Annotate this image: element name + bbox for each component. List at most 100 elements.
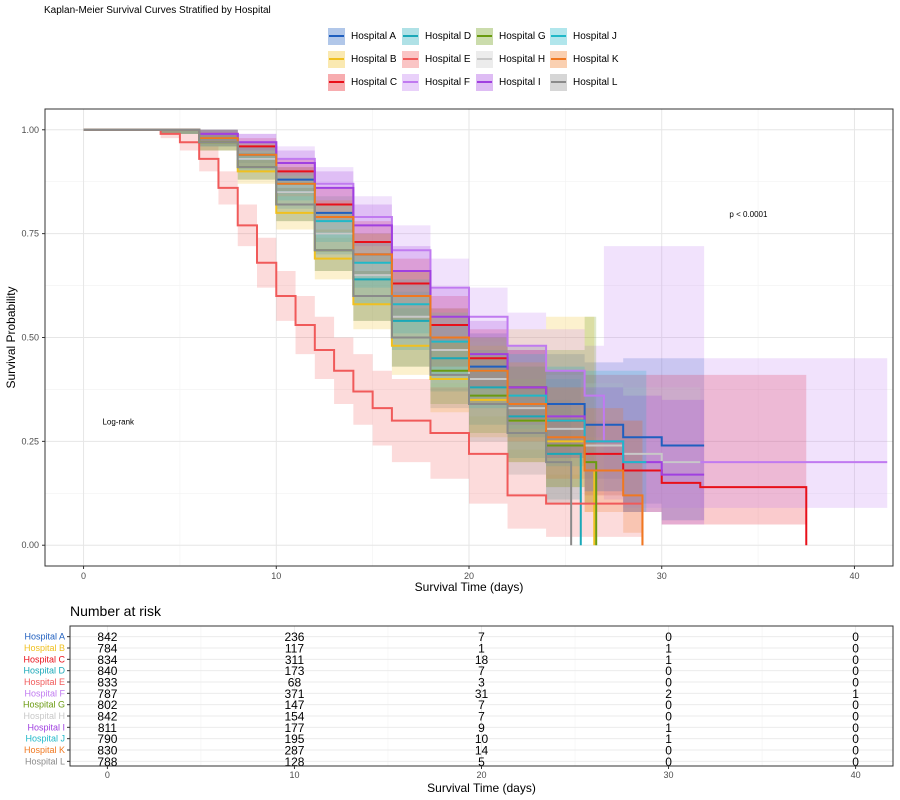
legend-item-hospital-d: Hospital D — [402, 26, 471, 46]
y-tick-label: 0.00 — [21, 540, 39, 550]
risk-value: 0 — [852, 653, 859, 667]
risk-value: 1 — [665, 642, 672, 656]
legend-key — [476, 50, 493, 68]
x-tick-label: 30 — [657, 571, 667, 581]
risk-value: 0 — [852, 664, 859, 678]
chart-title: Kaplan-Meier Survival Curves Stratified … — [44, 5, 271, 16]
legend-label: Hospital H — [499, 53, 546, 65]
legend-item-hospital-g: Hospital G — [476, 26, 546, 46]
legend-item-hospital-f: Hospital F — [402, 72, 470, 92]
risk-x-axis-title: Survival Time (days) — [427, 781, 536, 795]
risk-x-tick-label: 30 — [664, 770, 674, 780]
risk-value: 311 — [285, 653, 304, 667]
risk-value: 0 — [665, 676, 672, 690]
risk-x-tick-label: 20 — [476, 770, 486, 780]
curve-hospital-l — [83, 128, 573, 546]
risk-value: 0 — [852, 721, 859, 735]
risk-value: 173 — [284, 664, 304, 678]
risk-value: 9 — [478, 721, 485, 735]
risk-value: 287 — [284, 744, 304, 758]
legend-key — [328, 27, 345, 45]
risk-value: 5 — [478, 755, 485, 769]
risk-row-label-hospital-e: Hospital E — [24, 677, 65, 687]
ci-band-hospital-f — [83, 129, 888, 508]
risk-value: 0 — [665, 698, 672, 712]
legend-item-hospital-k: Hospital K — [550, 49, 619, 69]
risk-value: 0 — [852, 744, 859, 758]
risk-value: 7 — [478, 698, 485, 712]
risk-value: 1 — [665, 721, 672, 735]
risk-value: 7 — [478, 630, 485, 644]
ci-band-hospital-i — [83, 129, 705, 525]
legend-item-hospital-i: Hospital I — [476, 72, 541, 92]
risk-value: 7 — [478, 710, 485, 724]
risk-row-label-hospital-f: Hospital F — [24, 688, 65, 698]
risk-value: 787 — [97, 687, 117, 701]
legend-item-hospital-a: Hospital A — [328, 26, 396, 46]
risk-value: 840 — [97, 664, 117, 678]
risk-value: 802 — [97, 698, 117, 712]
legend-label: Hospital L — [573, 76, 618, 88]
risk-value: 0 — [665, 744, 672, 758]
risk-value: 0 — [852, 755, 859, 769]
risk-value: 784 — [97, 642, 117, 656]
risk-value: 31 — [475, 687, 489, 701]
x-tick-label: 40 — [849, 571, 859, 581]
ci-band-hospital-a — [83, 129, 705, 521]
risk-row-label-hospital-a: Hospital A — [24, 632, 65, 642]
risk-value: 14 — [475, 744, 489, 758]
legend-key — [550, 73, 567, 91]
risk-value: 117 — [285, 642, 304, 656]
legend-key — [328, 50, 345, 68]
y-tick-label: 0.25 — [21, 436, 39, 446]
risk-value: 1 — [665, 653, 672, 667]
x-tick-label: 0 — [81, 571, 86, 581]
legend-label: Hospital C — [351, 76, 398, 88]
legend-label: Hospital D — [425, 30, 472, 42]
legend-label: Hospital A — [351, 30, 397, 42]
legend-key — [402, 27, 419, 45]
risk-value: 842 — [97, 710, 117, 724]
survival-chart: 0.00 0.25 0.50 0.75 1.00 0 10 20 30 40 Survival Ti… — [4, 108, 894, 594]
legend-key — [476, 27, 493, 45]
legend-label: Hospital I — [499, 76, 541, 88]
ci-band-hospital-j — [83, 129, 647, 512]
risk-value: 128 — [284, 755, 304, 769]
legend-item-hospital-b: Hospital B — [328, 49, 397, 69]
legend-item-hospital-e: Hospital E — [402, 49, 471, 69]
risk-value: 834 — [97, 653, 117, 667]
legend-key — [402, 73, 419, 91]
y-tick-label: 0.75 — [21, 229, 39, 239]
risk-value: 1 — [478, 642, 485, 656]
risk-value: 18 — [475, 653, 489, 667]
risk-row-label-hospital-b: Hospital B — [24, 643, 65, 653]
x-axis-title: Survival Time (days) — [415, 580, 524, 594]
risk-value: 0 — [665, 664, 672, 678]
survival-curves — [83, 128, 888, 546]
risk-value: 10 — [475, 732, 489, 746]
risk-value: 3 — [478, 676, 485, 690]
legend-label: Hospital E — [425, 53, 471, 65]
risk-row-label-hospital-l: Hospital L — [25, 756, 65, 766]
legend-label: Hospital G — [499, 30, 546, 42]
legend-item-hospital-l: Hospital L — [550, 72, 617, 92]
p-value-annotation: p < 0.0001 — [729, 210, 768, 219]
risk-value: 7 — [478, 664, 485, 678]
legend-key — [550, 27, 567, 45]
risk-row-label-hospital-k: Hospital K — [24, 745, 65, 755]
risk-value: 2 — [665, 687, 672, 701]
y-axis-title: Survival Probability — [4, 286, 18, 388]
y-tick-label: 0.50 — [21, 333, 39, 343]
risk-value: 1 — [665, 732, 672, 746]
legend-label: Hospital J — [573, 30, 617, 42]
risk-value: 830 — [97, 744, 117, 758]
risk-value: 0 — [665, 630, 672, 644]
risk-value: 0 — [852, 630, 859, 644]
risk-value: 1 — [852, 687, 859, 701]
risk-value: 0 — [852, 710, 859, 724]
risk-value: 371 — [284, 687, 304, 701]
risk-row-label-hospital-c: Hospital C — [23, 654, 65, 664]
log-rank-annotation: Log-rank — [102, 418, 135, 427]
risk-x-tick-label: 0 — [105, 770, 110, 780]
